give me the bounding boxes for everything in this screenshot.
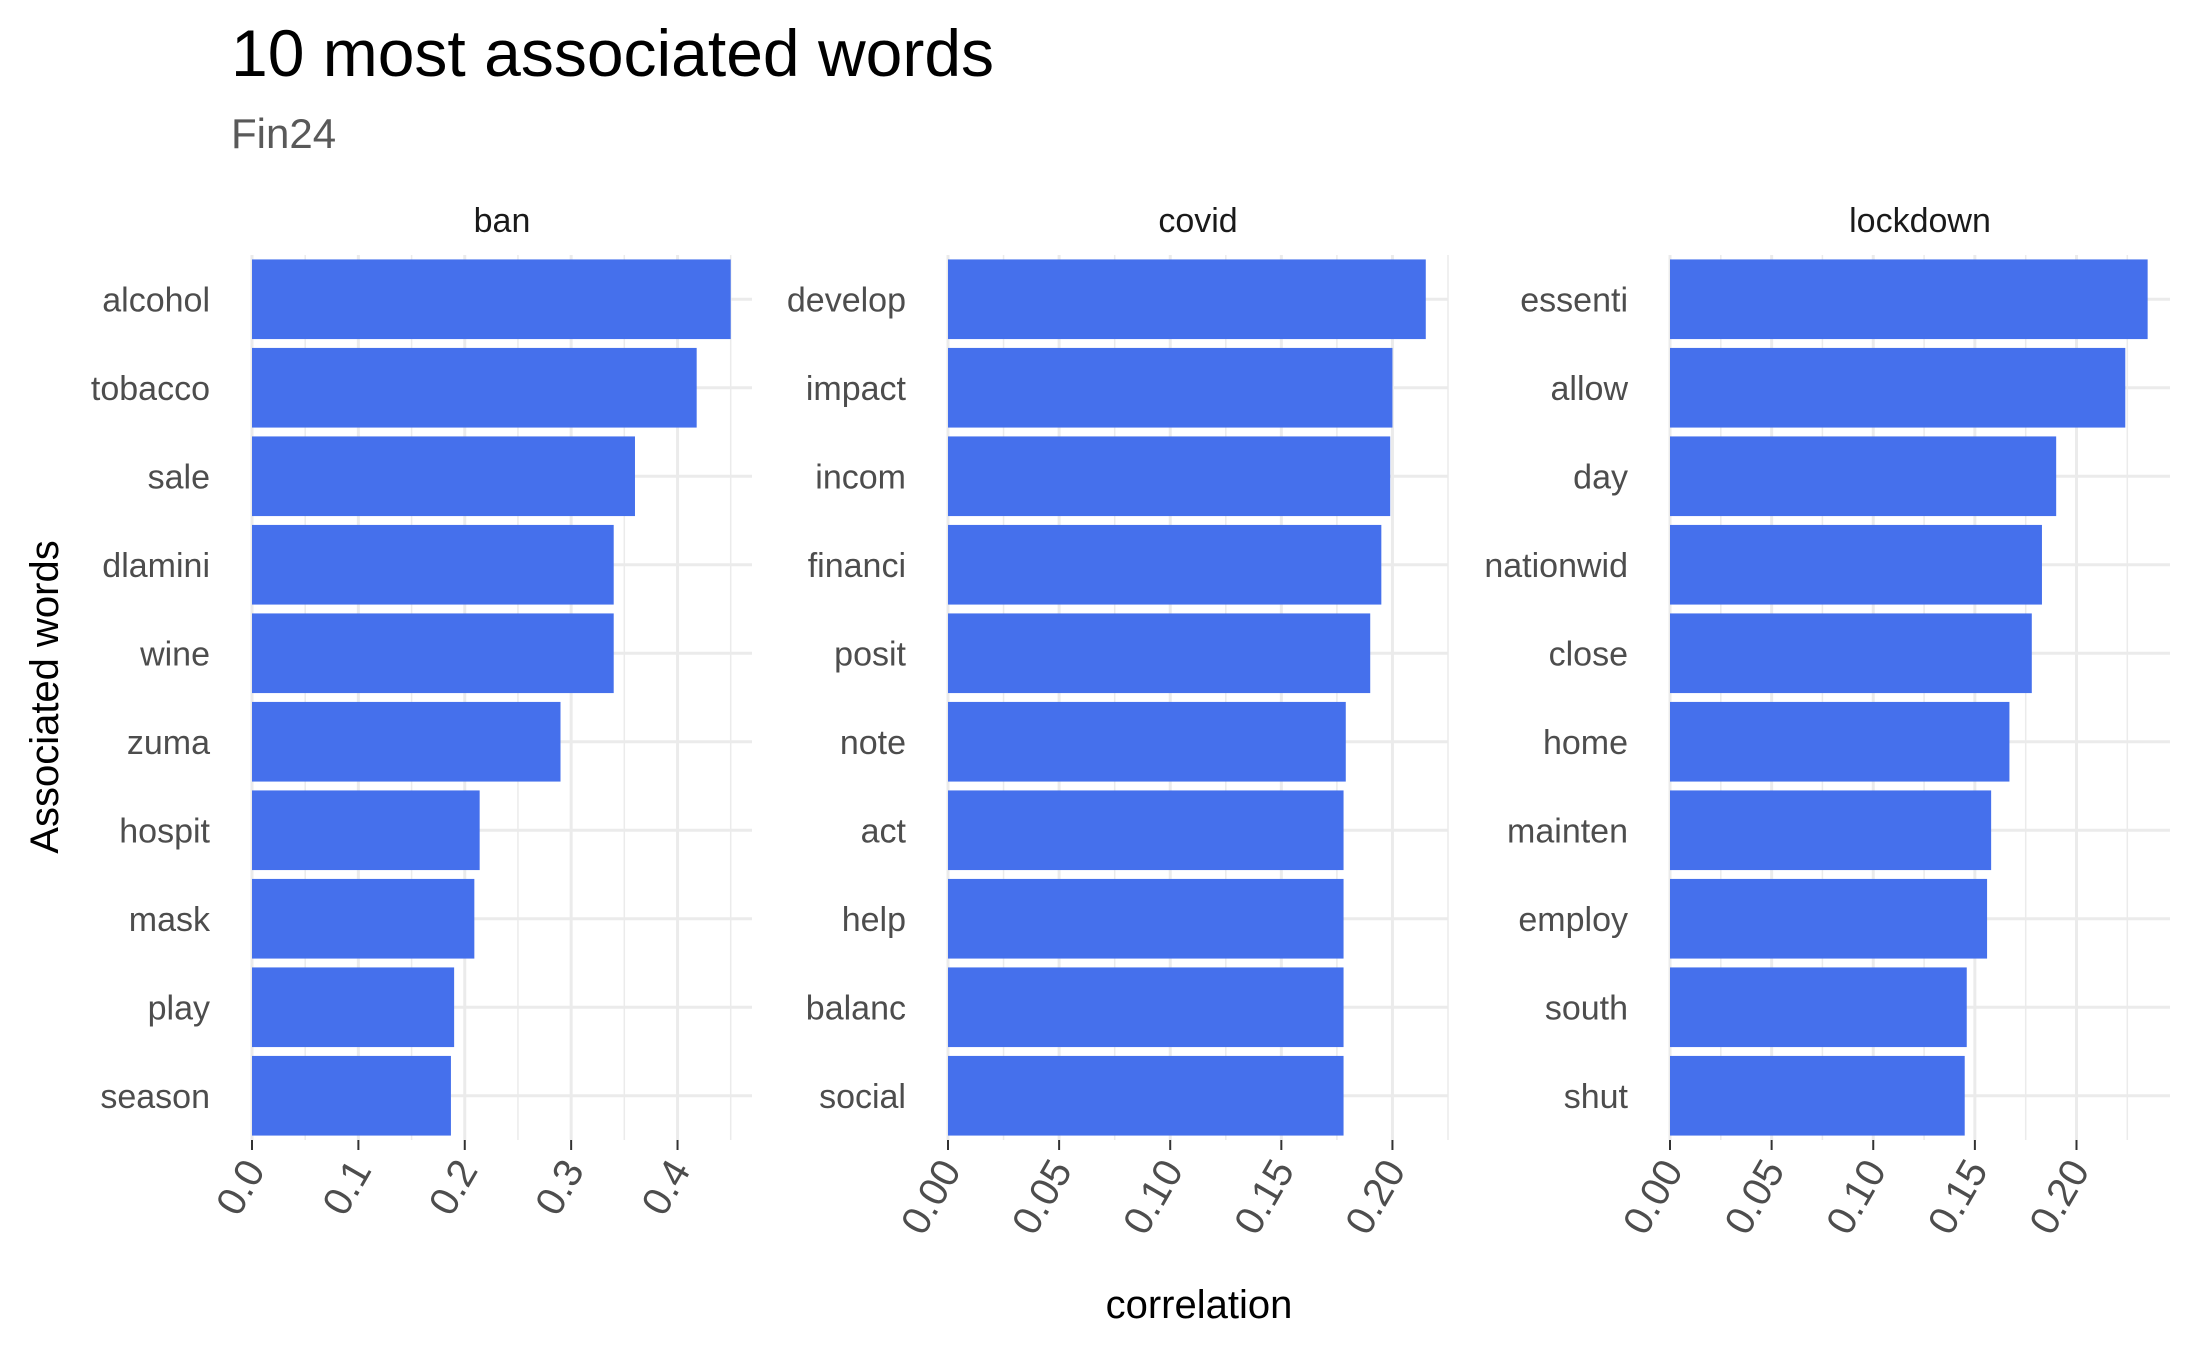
category-label: wine [139,635,210,673]
bar-covid-note [948,701,1346,782]
bar-covid-balanc [948,967,1344,1048]
category-label: balanc [806,989,906,1027]
x-tick-label: 0.4 [633,1153,699,1223]
category-label: social [819,1078,906,1116]
category-label: hospit [119,812,210,850]
category-label: home [1543,724,1628,762]
panel-ban: ban alcohol tobacco sale dlamini wine zuma hosp… [91,202,752,1223]
chart-title: 10 most associated words [231,16,994,90]
x-tick-label: 0.3 [527,1153,593,1223]
x-tick-label: 0.10 [1115,1153,1192,1242]
category-label: act [861,812,907,850]
bar-lockdown-employ [1670,878,1988,959]
bar-lockdown-allow [1670,347,2126,428]
x-axis-title: correlation [1106,1283,1293,1327]
bar-lockdown-day [1670,436,2057,517]
x-tick-label: 0.0 [208,1153,274,1223]
category-label: south [1545,989,1628,1027]
category-label: financi [808,547,906,585]
bar-covid-financi [948,524,1382,605]
category-label: incom [815,458,906,496]
bar-ban-dlamini [252,524,614,605]
category-label: posit [834,635,906,673]
x-tick-label: 0.2 [421,1153,487,1223]
facet-label: lockdown [1849,202,1991,240]
category-label: impact [806,370,907,408]
x-tick-label: 0.00 [1615,1153,1692,1242]
facet-label: ban [474,202,531,240]
bar-lockdown-nationwid [1670,524,2042,605]
y-axis-title: Associated words [23,540,67,853]
bar-lockdown-mainten [1670,790,1992,871]
x-tick-label: 0.20 [1337,1153,1414,1242]
x-tick-label: 0.1 [314,1153,380,1223]
bar-covid-act [948,790,1344,871]
x-tick-label: 0.05 [1716,1153,1793,1242]
bar-covid-incom [948,436,1391,517]
bar-lockdown-south [1670,967,1967,1048]
x-tick-label: 0.15 [1920,1153,1997,1242]
bar-ban-play [252,967,455,1048]
bar-ban-season [252,1055,451,1136]
category-label: shut [1564,1078,1629,1116]
category-label: alcohol [102,281,210,319]
category-label: help [842,901,906,939]
category-label: mainten [1507,812,1628,850]
x-tick-label: 0.10 [1818,1153,1895,1242]
panel-lockdown: lockdown essenti allow day nationwid close hom… [1484,202,2170,1242]
bar-lockdown-shut [1670,1055,1965,1136]
bar-ban-mask [252,878,475,959]
bar-covid-help [948,878,1344,959]
x-tick-label: 0.15 [1226,1153,1303,1242]
bar-covid-posit [948,613,1371,694]
panels-layer: ban alcohol tobacco sale dlamini wine zuma hosp… [91,202,2170,1242]
category-label: play [148,989,210,1027]
facet-label: covid [1158,202,1237,240]
bar-ban-alcohol [252,259,731,340]
chart-subtitle: Fin24 [231,110,336,157]
bar-lockdown-home [1670,701,2010,782]
panel-covid: covid develop impact incom financi posit note a… [787,202,1449,1242]
bar-covid-develop [948,259,1426,340]
category-label: season [100,1078,210,1116]
category-label: nationwid [1484,547,1628,585]
category-label: mask [129,901,211,939]
category-label: dlamini [102,547,210,585]
bar-ban-zuma [252,701,561,782]
category-label: tobacco [91,370,210,408]
category-label: essenti [1520,281,1628,319]
category-label: employ [1518,901,1628,939]
category-label: allow [1551,370,1629,408]
bar-ban-hospit [252,790,480,871]
bar-lockdown-close [1670,613,2032,694]
bar-lockdown-essenti [1670,259,2148,340]
bar-covid-impact [948,347,1393,428]
category-label: develop [787,281,906,319]
x-tick-label: 0.05 [1004,1153,1081,1242]
category-label: zuma [127,724,210,762]
category-label: close [1549,635,1628,673]
bar-ban-sale [252,436,635,517]
bar-ban-tobacco [252,347,697,428]
category-label: day [1573,458,1628,496]
bar-covid-social [948,1055,1344,1136]
category-label: sale [148,458,210,496]
category-label: note [840,724,906,762]
x-tick-label: 0.00 [893,1153,970,1242]
x-tick-label: 0.20 [2021,1153,2098,1242]
bar-ban-wine [252,613,614,694]
